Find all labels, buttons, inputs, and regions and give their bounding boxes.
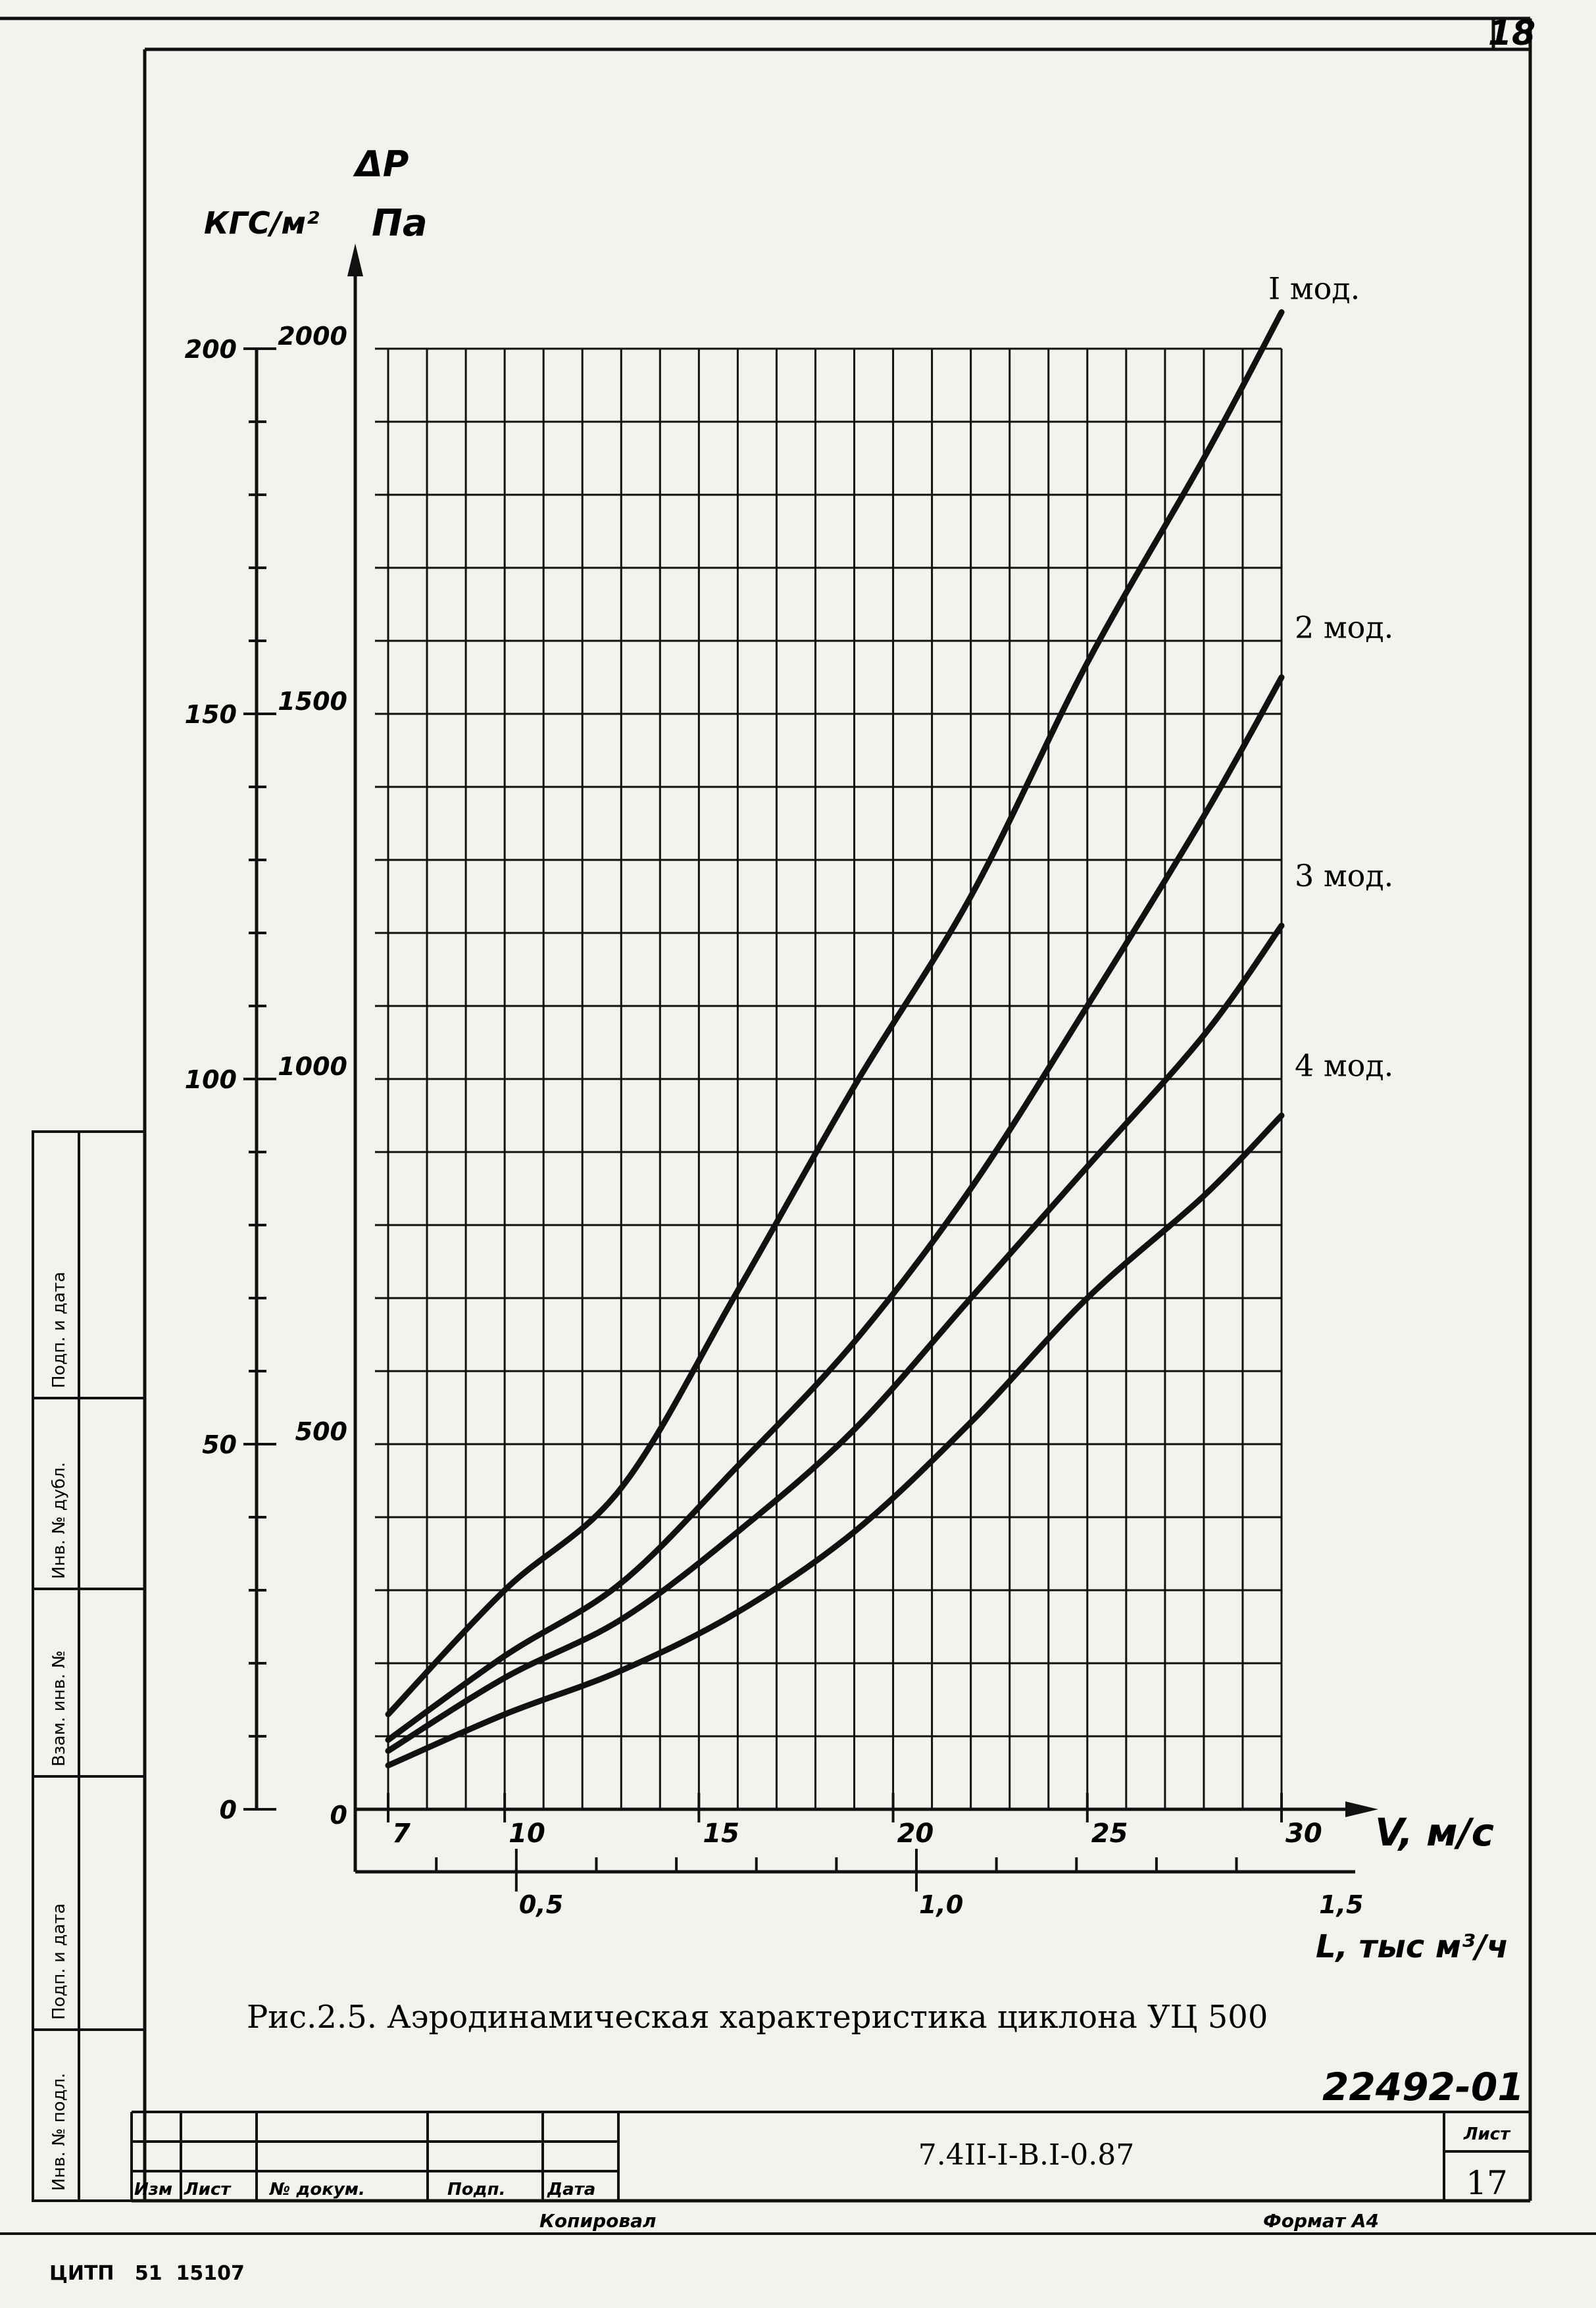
title-block-col-izm: Изм: [134, 2180, 172, 2199]
figure-caption: Рис.2.5. Аэродинамическая характеристика…: [247, 1999, 1268, 2036]
y-tick-label-kgf: 100: [185, 1065, 237, 1094]
series-curve-2: [385, 674, 1285, 1744]
side-stamp-label-inv-dubl: Инв. № дубл.: [49, 1462, 69, 1579]
x-tick-label-velocity: 30: [1285, 1819, 1322, 1849]
x-tick-label-velocity: 10: [509, 1819, 545, 1849]
y-axis-pa-arrow: [347, 243, 363, 276]
series-curve-4: [385, 1113, 1285, 1769]
x-tick-label-velocity: 25: [1091, 1819, 1128, 1849]
sheet-frame: [0, 16, 1596, 2235]
side-stamp-label-podp-data-2: Подп. и дата: [49, 1272, 69, 1388]
x-tick-label-flow: 0,5: [519, 1890, 563, 1919]
series-label-1: I мод.: [1268, 271, 1360, 307]
y-tick-label-kgf: 50: [202, 1430, 237, 1459]
series-label-4: 4 мод.: [1295, 1048, 1393, 1084]
chart-labels: 0 500 1000 1500 2000 0 50 100 150 200 7 10 15 20 25 30 0…: [185, 271, 1394, 1920]
x-axis-velocity-arrow: [1345, 1801, 1378, 1817]
y-tick-label-kgf: 150: [185, 700, 237, 729]
sheet-label: Лист: [1463, 2124, 1511, 2144]
title-block-col-list: Лист: [184, 2180, 232, 2199]
document-designation: 7.4II-I-B.I-0.87: [918, 2138, 1134, 2172]
chart-grid: [375, 347, 1283, 1811]
title-block: [130, 2111, 1530, 2201]
format-label: Формат А4: [1263, 2210, 1379, 2232]
y-tick-label-kgf: 200: [185, 335, 237, 364]
x-tick-label-velocity: 7: [392, 1819, 411, 1849]
title-block-col-doc: № докум.: [269, 2180, 365, 2199]
x-tick-label-velocity: 20: [897, 1819, 934, 1849]
footer-code: ЦИТП 51 15107: [49, 2262, 245, 2285]
inventory-number: 22492-01: [1322, 2065, 1524, 2109]
y-axis-symbol: ΔP: [353, 143, 409, 185]
copied-label: Копировал: [539, 2210, 657, 2232]
y-tick-label-pa: 1500: [278, 687, 347, 716]
x-tick-label-flow: 1,0: [919, 1890, 963, 1919]
series-curve-1: [385, 309, 1285, 1718]
series-label-3: 3 мод.: [1295, 858, 1393, 893]
x-tick-label-flow: 1,5: [1319, 1890, 1363, 1919]
title-block-col-podp: Подп.: [447, 2180, 505, 2199]
x-axis-label-flow: L, тыс м³/ч: [1316, 1928, 1509, 1965]
side-stamp-label-inv-podl: Инв. № подл.: [49, 2073, 69, 2191]
y-tick-label-kgf: 0: [220, 1795, 237, 1824]
side-stamp-labels: Инв. № подл. Подп. и дата Взам. инв. № И…: [49, 1272, 69, 2191]
series-label-2: 2 мод.: [1295, 610, 1393, 645]
chart-series: [385, 309, 1285, 1769]
y-tick-label-pa: 2000: [278, 322, 347, 351]
x-axis-label-velocity: V, м/с: [1375, 1810, 1494, 1855]
y-axis-units-kgf: КГС/м²: [204, 205, 319, 241]
side-stamp: [32, 1130, 146, 2202]
chart-axes: [243, 243, 1378, 1892]
title-block-col-data: Дата: [547, 2180, 595, 2199]
title-block-column-labels: Изм Лист № докум. Подп. Дата: [134, 2180, 595, 2199]
y-tick-label-pa: 0: [330, 1801, 347, 1830]
corner-page-number: 18: [1488, 14, 1535, 53]
side-stamp-label-vzam-inv: Взам. инв. №: [49, 1650, 69, 1767]
x-tick-label-velocity: 15: [703, 1819, 739, 1849]
y-tick-label-pa: 500: [295, 1417, 347, 1446]
y-tick-label-pa: 1000: [278, 1052, 347, 1081]
sheet-number: 17: [1466, 2164, 1508, 2202]
series-curve-3: [385, 922, 1285, 1754]
y-axis-units-pa: Па: [372, 202, 428, 245]
side-stamp-label-podp-data-1: Подп. и дата: [49, 1903, 69, 2020]
